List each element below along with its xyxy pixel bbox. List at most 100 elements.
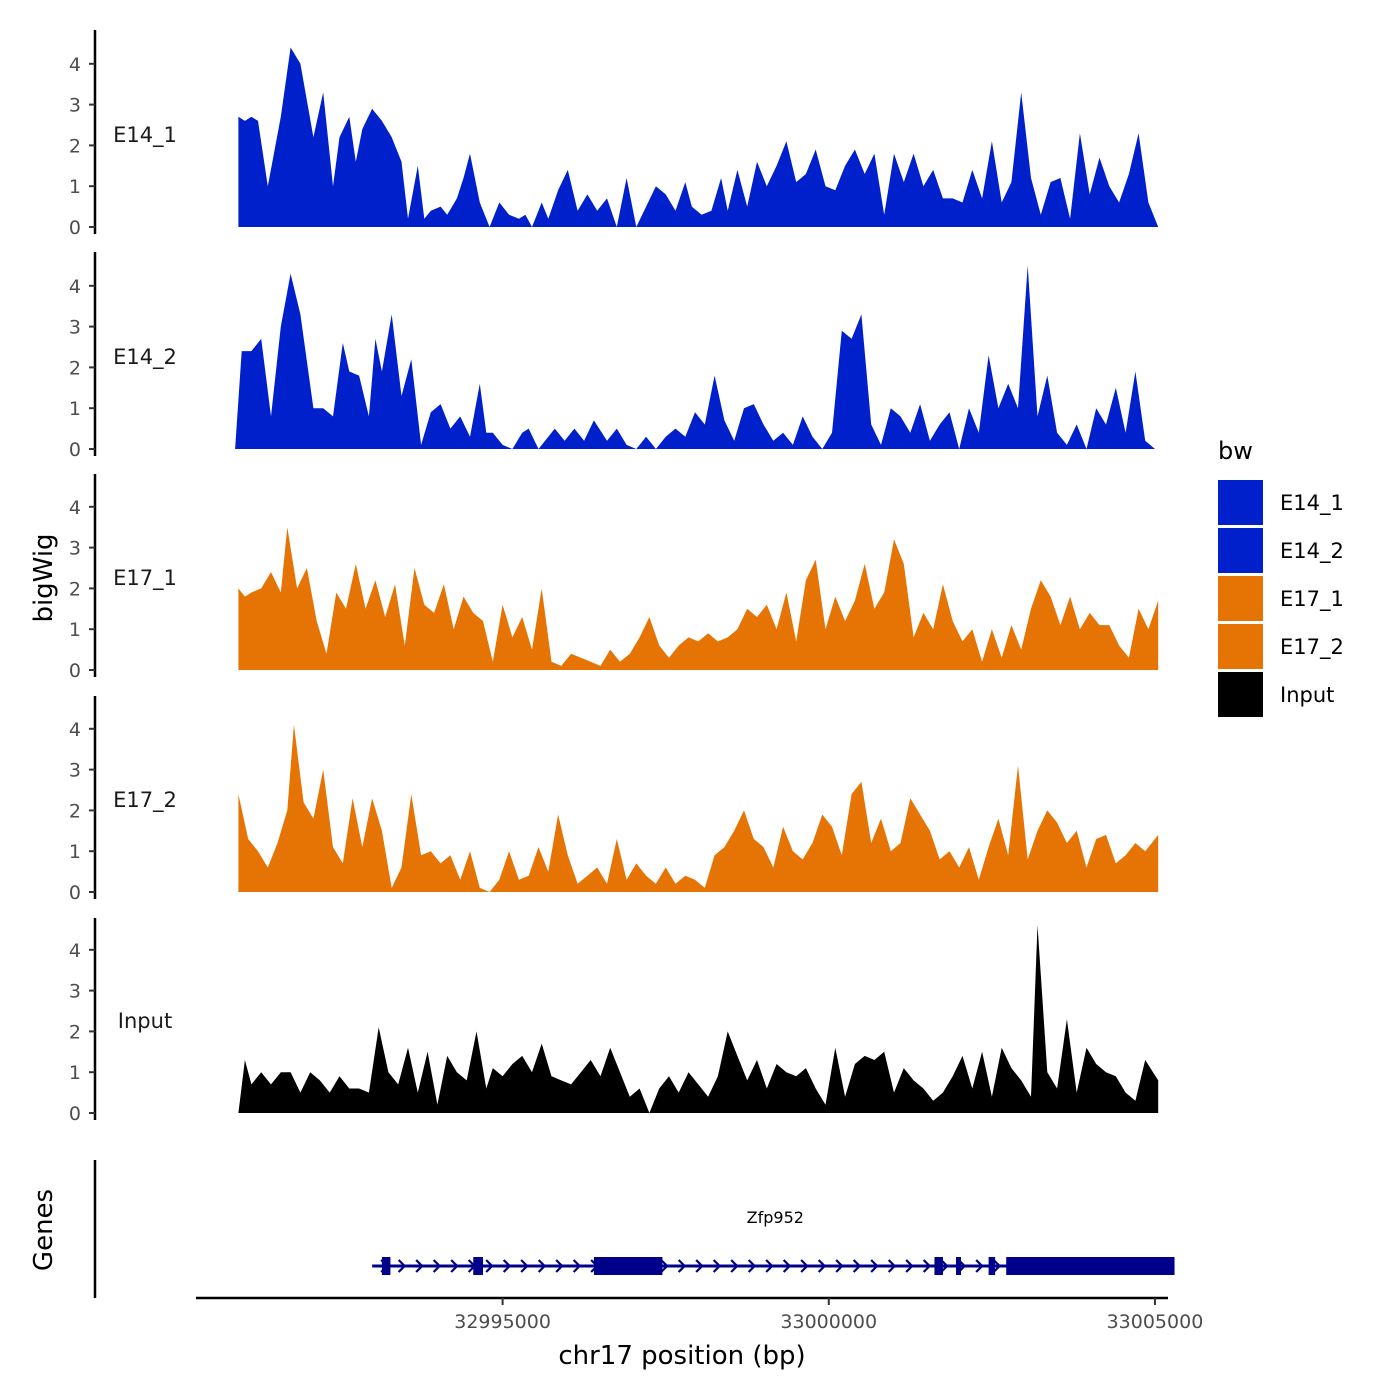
gene-exon xyxy=(593,1257,663,1275)
signal-tracks: 0 1 2 3 4 E14_1 0 1 2 3 4 E14_2 0 1 2 3 4 E17_1 0 1 2 3 4 E17_2… xyxy=(69,30,1159,1125)
gene-exon xyxy=(1006,1257,1175,1275)
gene-track: Zfp952 xyxy=(93,1160,1175,1298)
strand-arrow xyxy=(572,1259,582,1273)
track-Input: 0 1 2 3 4 Input xyxy=(69,918,1159,1125)
strand-arrow xyxy=(835,1259,844,1273)
strand-arrow xyxy=(432,1259,442,1273)
legend: bw E14_1 E14_2 E17_1 E17_2 Input xyxy=(1218,437,1344,717)
x-tick-label: 33000000 xyxy=(780,1311,877,1333)
y-tick-label: 3 xyxy=(69,95,81,117)
strand-arrow xyxy=(782,1259,792,1273)
y-tick-label: 4 xyxy=(69,276,81,298)
y-tick-label: 4 xyxy=(69,497,81,519)
track-E14_1: 0 1 2 3 4 E14_1 xyxy=(69,30,1159,239)
gene-exon xyxy=(988,1257,996,1275)
gene-exon xyxy=(381,1257,391,1275)
signal-area-Input xyxy=(238,925,1159,1113)
strand-arrow xyxy=(415,1259,424,1273)
y-tick-label: 0 xyxy=(69,660,81,682)
legend-entry-E17_2: E17_2 xyxy=(1218,624,1344,669)
strand-arrow xyxy=(905,1259,914,1273)
track-E14_2: 0 1 2 3 4 E14_2 xyxy=(69,252,1156,461)
x-axis: 32995000 33000000 33005000 xyxy=(196,1296,1204,1333)
signal-area-E14_1 xyxy=(238,47,1159,227)
y-tick-label: 2 xyxy=(69,578,81,600)
legend-label: E17_1 xyxy=(1280,587,1344,612)
strand-arrow xyxy=(660,1259,669,1273)
y-tick-label: 3 xyxy=(69,317,81,339)
y-tick-label: 3 xyxy=(69,981,81,1003)
x-axis-title: chr17 position (bp) xyxy=(558,1341,805,1371)
strand-arrow xyxy=(537,1259,547,1273)
legend-label: E17_2 xyxy=(1280,635,1344,660)
signal-area-E17_1 xyxy=(238,527,1159,670)
track-label: Input xyxy=(118,1009,172,1033)
strand-arrow xyxy=(730,1259,739,1273)
y-tick-label: 1 xyxy=(69,398,81,420)
y-tick-label: 2 xyxy=(69,135,81,157)
gene-exon xyxy=(473,1257,484,1275)
legend-swatch xyxy=(1218,672,1263,717)
legend-swatch xyxy=(1218,480,1263,525)
gene-exon xyxy=(934,1257,943,1275)
y-axis-title: bigWig xyxy=(29,533,59,622)
strand-arrow xyxy=(520,1259,529,1273)
track-label: E14_1 xyxy=(113,123,177,148)
track-label: E17_2 xyxy=(113,788,177,813)
y-tick-label: 4 xyxy=(69,54,81,76)
legend-entry-E14_1: E14_1 xyxy=(1218,480,1344,525)
y-tick-label: 1 xyxy=(69,176,81,198)
y-tick-label: 0 xyxy=(69,217,81,239)
strand-arrow xyxy=(450,1259,459,1273)
legend-label: E14_2 xyxy=(1280,539,1344,564)
legend-entry-E17_1: E17_1 xyxy=(1218,576,1344,621)
y-tick-label: 1 xyxy=(69,619,81,641)
strand-arrow xyxy=(555,1259,564,1273)
strand-arrow xyxy=(712,1259,722,1273)
strand-arrow xyxy=(870,1259,879,1273)
strand-arrow xyxy=(695,1259,704,1273)
strand-arrow xyxy=(397,1259,407,1273)
y-tick-label: 3 xyxy=(69,538,81,560)
y-tick-label: 2 xyxy=(69,1021,81,1043)
strand-arrow xyxy=(485,1259,494,1273)
x-tick-label: 33005000 xyxy=(1107,1311,1204,1333)
legend-label: E14_1 xyxy=(1280,491,1344,516)
strand-arrow xyxy=(747,1259,757,1273)
x-tick-label: 32995000 xyxy=(454,1311,551,1333)
gene-name-label: Zfp952 xyxy=(747,1208,804,1227)
y-tick-label: 0 xyxy=(69,439,81,461)
strand-arrow xyxy=(817,1259,827,1273)
y-tick-label: 3 xyxy=(69,760,81,782)
y-tick-label: 1 xyxy=(69,1062,81,1084)
gene-exon xyxy=(955,1257,961,1275)
strand-arrow xyxy=(940,1259,949,1273)
legend-entry-Input: Input xyxy=(1218,672,1334,717)
strand-arrow xyxy=(922,1259,932,1273)
strand-arrow xyxy=(800,1259,809,1273)
strand-arrow xyxy=(502,1259,512,1273)
y-tick-label: 1 xyxy=(69,841,81,863)
legend-swatch xyxy=(1218,528,1263,573)
genes-axis-title: Genes xyxy=(29,1189,59,1271)
y-tick-label: 4 xyxy=(69,940,81,962)
legend-label: Input xyxy=(1280,683,1334,707)
track-E17_1: 0 1 2 3 4 E17_1 xyxy=(69,474,1159,682)
legend-swatch xyxy=(1218,624,1263,669)
signal-area-E17_2 xyxy=(238,724,1159,892)
y-tick-label: 2 xyxy=(69,357,81,379)
strand-arrow xyxy=(992,1259,1002,1273)
track-label: E17_1 xyxy=(113,566,177,591)
strand-arrow xyxy=(975,1259,984,1273)
strand-arrow xyxy=(677,1259,687,1273)
y-tick-label: 0 xyxy=(69,882,81,904)
legend-title: bw xyxy=(1218,437,1253,465)
track-label: E14_2 xyxy=(113,345,177,370)
y-tick-label: 0 xyxy=(69,1103,81,1125)
strand-arrow xyxy=(852,1259,862,1273)
y-tick-label: 4 xyxy=(69,719,81,741)
strand-arrow xyxy=(887,1259,897,1273)
track-E17_2: 0 1 2 3 4 E17_2 xyxy=(69,696,1159,904)
legend-entry-E14_2: E14_2 xyxy=(1218,528,1344,573)
